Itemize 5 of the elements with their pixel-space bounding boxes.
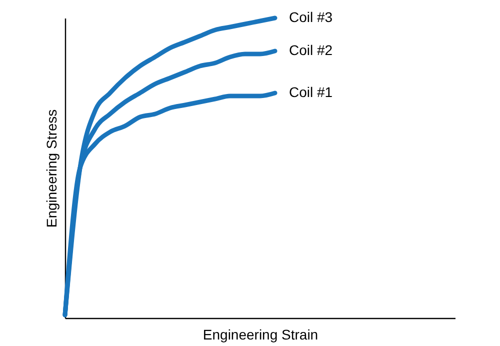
y-axis-title: Engineering Stress [44, 109, 60, 228]
x-axis-title: Engineering Strain [202, 326, 318, 342]
series-label: Coil #3 [289, 9, 333, 25]
series-label: Coil #2 [289, 42, 333, 58]
series-label: Coil #1 [289, 84, 333, 100]
